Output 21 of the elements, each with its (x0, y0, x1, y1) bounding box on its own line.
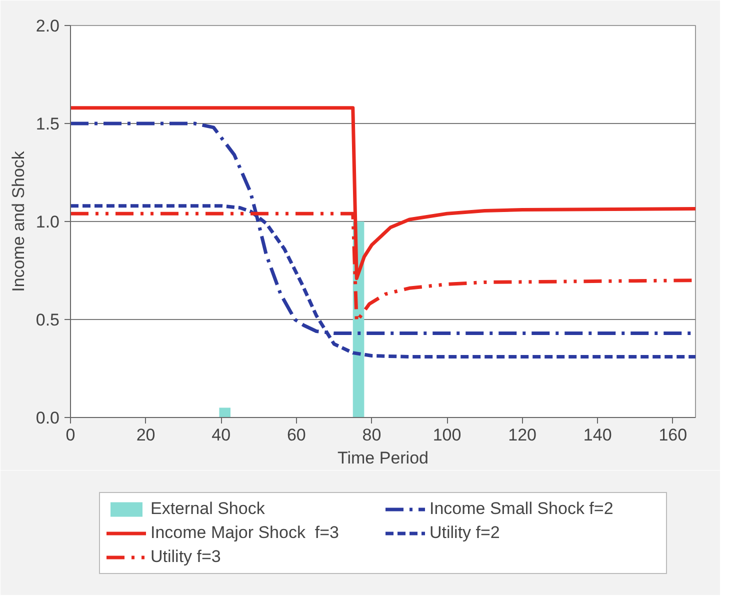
y-tick-label: 1.0 (36, 212, 60, 232)
x-tick-label: 120 (508, 426, 536, 444)
x-tick-label: 40 (212, 426, 231, 444)
x-tick-label: 140 (583, 426, 612, 444)
x-tick-label: 80 (362, 426, 382, 444)
y-tick-label: 2.0 (36, 16, 60, 36)
x-tick-label: 100 (432, 426, 462, 444)
y-tick-label: 0.0 (36, 408, 60, 428)
x-tick-label: 60 (286, 426, 306, 444)
y-tick-label: 1.5 (36, 114, 60, 134)
legend-label: External Shock (150, 498, 266, 518)
x-tick-label: 20 (136, 426, 156, 444)
x-axis-title: Time Period (337, 448, 429, 468)
legend-label: Utility f=3 (150, 546, 222, 566)
legend-label: Utility f=2 (430, 522, 501, 542)
x-tick-label: 160 (658, 426, 688, 444)
legend-label: Income Small Shock f=2 (430, 498, 614, 518)
x-tick-label: 0 (66, 426, 76, 444)
legend-label: Income Major Shock f=3 (150, 522, 340, 542)
y-tick-label: 0.5 (36, 310, 60, 330)
y-axis-title: Income and Shock (8, 150, 28, 292)
